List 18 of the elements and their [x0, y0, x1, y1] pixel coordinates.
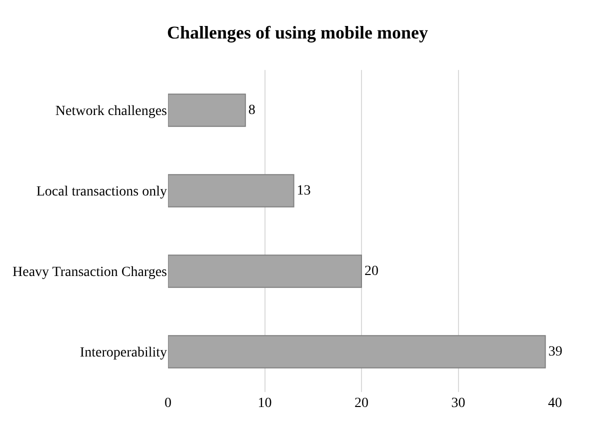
x-tick-label: 30 [451, 396, 466, 411]
x-tick-label: 20 [354, 396, 368, 411]
y-tick-label: Heavy Transaction Charges [12, 265, 167, 280]
y-tick-label: Interoperability [80, 346, 167, 361]
data-label: 39 [548, 344, 562, 360]
data-label: 8 [248, 102, 256, 118]
bar [168, 254, 362, 288]
bar [168, 335, 546, 368]
x-tick-label: 0 [164, 396, 172, 411]
y-tick-label: Network challenges [55, 104, 167, 120]
x-tick-label: 10 [258, 396, 272, 411]
chart-title: Challenges of using mobile money [166, 22, 428, 43]
data-label: 13 [296, 183, 311, 198]
y-tick-label: Local transactions only [36, 184, 167, 200]
x-tick-label: 40 [548, 396, 562, 411]
bar [168, 174, 294, 208]
bar [168, 94, 246, 127]
data-label: 20 [364, 264, 378, 279]
